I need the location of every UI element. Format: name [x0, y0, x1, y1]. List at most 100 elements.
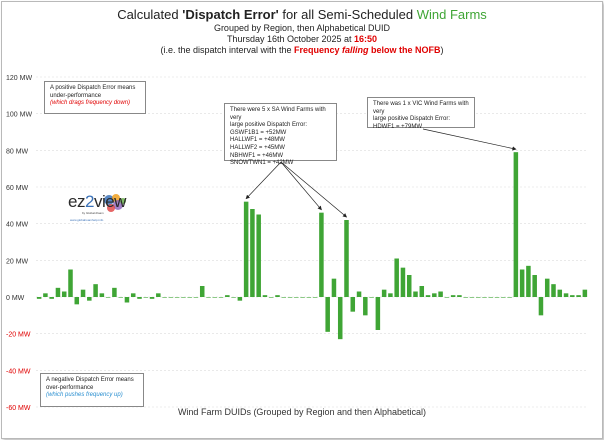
bar	[287, 297, 293, 298]
annotation-arrow	[245, 161, 282, 200]
bar	[475, 297, 481, 298]
bar	[231, 297, 236, 298]
note-positive: A positive Dispatch Error means under-pe…	[44, 81, 146, 114]
note-sa-item: SNOWTWN1 = +42MW	[230, 160, 294, 167]
bar	[218, 297, 224, 298]
subtitle-3: (i.e. the dispatch interval with the Fre…	[0, 45, 604, 56]
bar	[43, 293, 48, 297]
bar	[344, 220, 349, 297]
bar	[268, 297, 274, 298]
bar	[513, 152, 519, 297]
bar	[112, 287, 117, 297]
logo-byline: by Global-Roam	[82, 211, 104, 215]
bar	[551, 284, 556, 297]
bar	[582, 289, 588, 297]
bar	[381, 289, 387, 297]
bar	[463, 297, 468, 298]
logo-view: view	[93, 192, 127, 211]
bar	[206, 297, 211, 298]
bar	[294, 297, 299, 298]
note-vic-line2: large positive Dispatch Error:	[373, 116, 451, 123]
annotation-arrows	[245, 128, 517, 218]
logo-wordmark: ez2view	[68, 192, 126, 212]
logo-bubbles-icon	[104, 194, 126, 212]
annotation-arrow	[280, 161, 348, 218]
bar	[350, 297, 356, 312]
bar	[124, 297, 130, 303]
subtitle-2-prefix: Thursday 16th October 2025 at	[226, 34, 355, 44]
subtitle-2: Thursday 16th October 2025 at 16:50	[0, 34, 604, 45]
bar	[544, 278, 550, 297]
bar	[36, 297, 42, 299]
bar	[275, 295, 280, 297]
bar	[312, 297, 318, 298]
bar	[319, 212, 324, 297]
x-axis-label: Wind Farm DUIDs (Grouped by Region and t…	[177, 407, 427, 417]
bar	[356, 291, 362, 297]
bar	[212, 297, 218, 298]
annotation-arrow	[280, 161, 322, 211]
bar	[162, 297, 167, 298]
bar	[49, 297, 54, 299]
bar	[394, 258, 399, 297]
note-negative-line1: A negative Dispatch Error means	[46, 377, 134, 383]
y-tick-label: -60 MW	[6, 405, 31, 412]
note-negative-line2: over-performance	[46, 384, 94, 391]
note-sa-item: HALLWF2 = +45MW	[230, 144, 285, 151]
bar	[256, 214, 261, 297]
note-negative: A negative Dispatch Error means over-per…	[40, 373, 144, 407]
bar	[74, 297, 80, 305]
bar	[406, 275, 412, 297]
bar	[557, 289, 563, 297]
bar	[55, 287, 61, 297]
bar	[488, 297, 494, 298]
subtitle-3-bold2: below the NOFB	[368, 45, 441, 55]
logo-ez: ez	[68, 192, 85, 211]
bar	[576, 295, 581, 297]
title-bold: 'Dispatch Error'	[182, 7, 279, 22]
y-tick-label: 40 MW	[6, 222, 29, 229]
bar	[99, 293, 105, 297]
subtitle-1: Grouped by Region, then Alphabetical DUI…	[213, 23, 391, 33]
title-prefix: Calculated	[117, 7, 183, 22]
bar	[118, 297, 123, 298]
bar	[494, 297, 500, 298]
bar	[225, 295, 230, 297]
bar	[532, 275, 537, 297]
bar	[425, 295, 431, 297]
note-positive-line2: under-performance	[50, 92, 102, 99]
bar	[300, 297, 305, 298]
bar	[482, 297, 487, 298]
bar	[149, 297, 155, 299]
title-block: Calculated 'Dispatch Error' for all Semi…	[0, 7, 604, 56]
note-sa-windfarms: There were 5 x SA Wind Farms with very l…	[224, 103, 337, 166]
bar	[193, 297, 199, 298]
title-green: Wind Farms	[416, 7, 487, 22]
bar	[526, 265, 531, 297]
bar	[87, 297, 92, 301]
bar	[281, 297, 287, 298]
bar	[413, 291, 418, 297]
bar	[369, 297, 374, 298]
bar	[325, 297, 330, 332]
logo-url: www.globalroamhelp.info	[70, 218, 104, 222]
bar	[93, 284, 98, 297]
bar	[80, 289, 86, 297]
bar	[168, 297, 174, 298]
bar	[450, 295, 456, 297]
y-tick-label: -20 MW	[6, 332, 31, 339]
bar	[375, 297, 381, 330]
note-sa-line2: large positive Dispatch Error:	[230, 122, 308, 129]
bar	[363, 297, 368, 316]
bar	[243, 201, 249, 297]
bar	[181, 297, 186, 298]
subtitle-3-suffix: )	[440, 45, 444, 55]
subtitle-3-bold1: Frequency	[294, 45, 343, 55]
bar	[337, 297, 343, 340]
y-tick-label: 120 MW	[6, 75, 32, 82]
note-sa-item: GSWF1B1 = +52MW	[230, 129, 287, 136]
subtitle-3-italic: falling	[342, 45, 369, 55]
bar	[199, 286, 205, 297]
bar	[457, 295, 462, 297]
